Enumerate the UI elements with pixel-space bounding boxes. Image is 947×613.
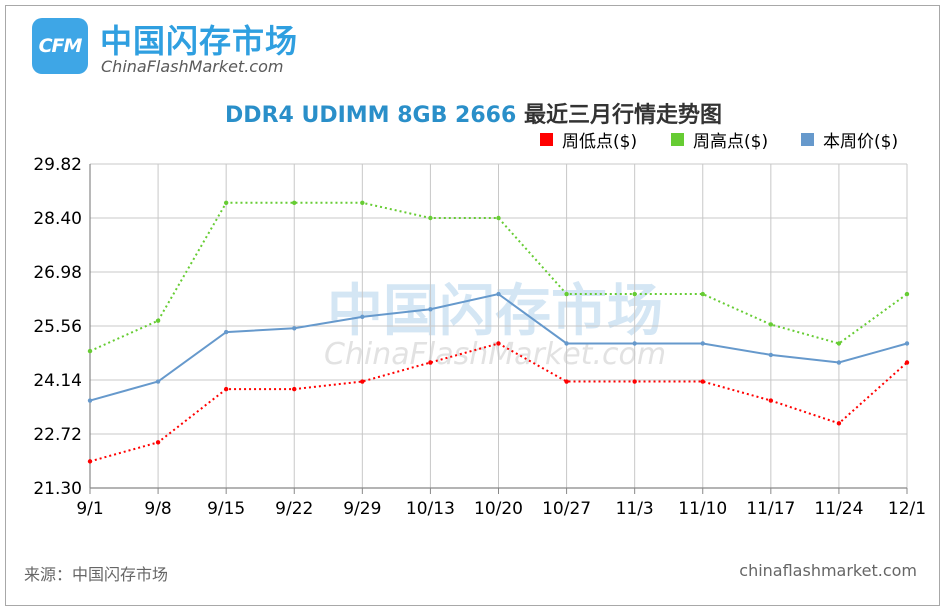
legend-swatch bbox=[540, 133, 553, 146]
data-point bbox=[836, 360, 842, 365]
x-tick-label: 9/29 bbox=[343, 499, 381, 519]
data-point bbox=[564, 379, 569, 384]
y-tick-label: 25.56 bbox=[33, 317, 82, 337]
watermark-en: ChinaFlashMarket.com bbox=[324, 337, 666, 372]
data-point bbox=[223, 200, 229, 205]
y-tick-label: 21.30 bbox=[33, 479, 82, 499]
data-point bbox=[564, 341, 569, 346]
x-tick-label: 10/27 bbox=[542, 499, 591, 519]
x-tick-label: 9/8 bbox=[144, 499, 171, 519]
brand-name-en: ChinaFlashMarket.com bbox=[101, 57, 284, 76]
y-tick-label: 28.40 bbox=[33, 209, 82, 229]
data-point bbox=[223, 329, 229, 335]
data-point bbox=[632, 379, 637, 384]
data-point bbox=[632, 291, 637, 297]
data-point bbox=[768, 398, 774, 403]
data-point bbox=[700, 379, 705, 384]
site-url: chinaflashmarket.com bbox=[739, 561, 917, 580]
data-point bbox=[836, 341, 842, 346]
grid bbox=[89, 163, 908, 489]
data-point bbox=[496, 341, 501, 346]
x-tick-label: 9/22 bbox=[275, 499, 313, 519]
data-point bbox=[564, 291, 569, 297]
data-point bbox=[360, 314, 365, 320]
data-point bbox=[155, 440, 161, 445]
data-point bbox=[904, 291, 910, 297]
chart-title: DDR4 UDIMM 8GB 2666 最近三月行情走势图 bbox=[0, 97, 947, 129]
data-point bbox=[700, 341, 705, 346]
watermark-cn: 中国闪存市场 bbox=[327, 279, 663, 344]
axes: 21.30 22.72 24.14 25.56 26.98 28.40 29.82 9/1 9/… bbox=[33, 155, 926, 519]
brand-name-cn: 中国闪存市场 bbox=[100, 22, 299, 60]
legend-label: 周低点($) bbox=[562, 132, 637, 152]
data-point bbox=[155, 318, 161, 323]
legend-swatch bbox=[801, 133, 814, 146]
legend-label: 本周价($) bbox=[823, 132, 898, 152]
y-tick-label: 24.14 bbox=[33, 371, 82, 391]
data-point bbox=[428, 215, 433, 221]
x-tick-label: 9/1 bbox=[76, 499, 103, 519]
data-point bbox=[904, 341, 910, 346]
data-point bbox=[428, 307, 433, 312]
y-tick-label: 29.82 bbox=[33, 155, 82, 175]
y-tick-label: 26.98 bbox=[33, 263, 82, 283]
data-point bbox=[700, 291, 705, 297]
data-point bbox=[360, 200, 365, 205]
x-tick-label: 11/24 bbox=[814, 499, 863, 519]
data-point bbox=[292, 326, 297, 331]
data-point bbox=[87, 398, 93, 403]
data-point bbox=[155, 379, 161, 384]
series-lines bbox=[87, 200, 910, 464]
chart-title-en: DDR4 UDIMM 8GB 2666 bbox=[225, 103, 517, 128]
data-point bbox=[768, 322, 774, 327]
x-tick-label: 9/15 bbox=[207, 499, 245, 519]
data-point bbox=[292, 200, 297, 205]
x-tick-label: 11/10 bbox=[678, 499, 727, 519]
data-point bbox=[292, 386, 297, 392]
legend-label: 周高点($) bbox=[693, 132, 768, 152]
data-point bbox=[87, 459, 93, 464]
legend-swatch bbox=[671, 133, 684, 146]
data-point bbox=[836, 421, 842, 426]
data-point bbox=[223, 386, 229, 392]
x-tick-label: 10/20 bbox=[474, 499, 523, 519]
x-tick-label: 11/17 bbox=[746, 499, 795, 519]
data-point bbox=[87, 348, 93, 354]
x-tick-label: 12/1 bbox=[888, 499, 926, 519]
chart-frame bbox=[5, 5, 940, 606]
data-point bbox=[904, 360, 910, 365]
data-point bbox=[428, 360, 433, 365]
data-point bbox=[496, 215, 501, 221]
data-point bbox=[768, 352, 774, 358]
source-note: 来源：中国闪存市场 bbox=[24, 565, 169, 584]
data-point bbox=[496, 291, 501, 297]
legend: 周低点($) 周高点($) 本周价($) bbox=[540, 132, 898, 152]
x-tick-label: 10/13 bbox=[406, 499, 455, 519]
x-tick-label: 11/3 bbox=[616, 499, 654, 519]
y-tick-label: 22.72 bbox=[33, 425, 82, 445]
data-point bbox=[360, 379, 365, 384]
chart-title-cn: 最近三月行情走势图 bbox=[523, 103, 722, 128]
cfm-logo: CFM bbox=[32, 18, 88, 74]
data-point bbox=[632, 341, 637, 346]
